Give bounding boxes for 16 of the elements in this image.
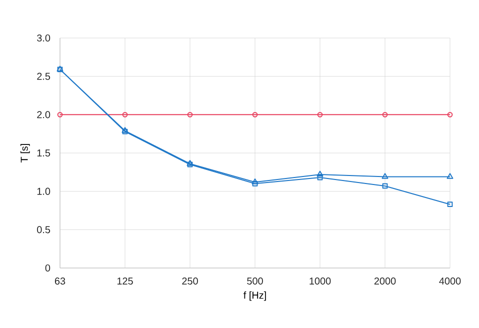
- x-tick-label: 1000: [310, 278, 331, 285]
- y-axis-title: T [s]: [20, 144, 30, 162]
- y-tick-label: 0: [45, 264, 50, 272]
- y-tick-label: 2.0: [37, 111, 50, 118]
- y-tick-label: 0.5: [37, 226, 50, 234]
- y-tick-label: 1.0: [37, 188, 50, 195]
- x-tick-label: 250: [182, 278, 198, 285]
- x-tick-label: 500: [247, 278, 263, 285]
- x-tick-label: 63: [54, 278, 66, 285]
- x-axis-title: f [Hz]: [244, 291, 266, 301]
- x-tick-label: 4000: [439, 278, 461, 285]
- y-tick-label: 3.0: [37, 34, 50, 42]
- y-tick-label: 2.5: [37, 72, 50, 80]
- y-tick-label: 1.5: [37, 150, 50, 156]
- x-tick-label: 125: [117, 278, 133, 285]
- x-tick-label: 2000: [374, 278, 396, 285]
